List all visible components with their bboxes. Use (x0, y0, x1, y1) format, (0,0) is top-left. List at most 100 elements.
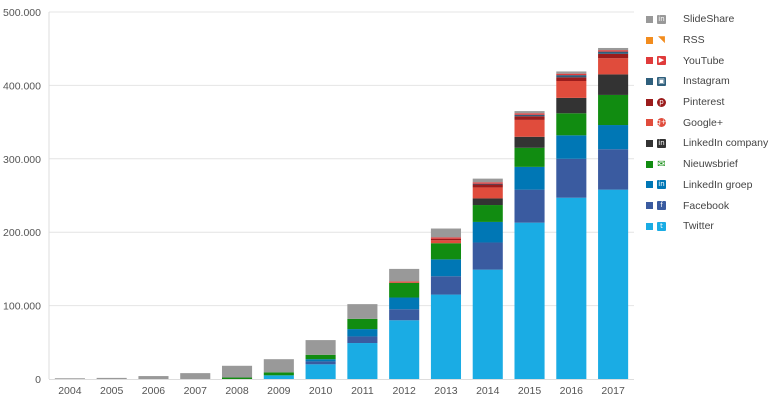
bar-segment-nieuwsbrief (263, 372, 294, 376)
bar-segment-instagram (514, 114, 545, 117)
y-tick-label: 100.000 (3, 301, 41, 313)
y-tick-label: 500.000 (3, 7, 41, 19)
legend-item: p Pinterest (646, 92, 770, 113)
bar-segment-instagram (472, 183, 503, 185)
x-tick-label: 2005 (100, 385, 124, 397)
gridlines (48, 11, 634, 380)
bar-segment-linkedin-company (598, 74, 629, 95)
bar-segment-linkedin-company (556, 97, 587, 114)
y-tick-label: 0 (35, 374, 41, 386)
bar-stack-2017 (598, 47, 629, 379)
legend-swatch (646, 181, 653, 189)
bar-segment-linkedin-groep (472, 221, 503, 243)
bar-segment-twitter (263, 375, 294, 379)
bar-segment-slideshare (96, 377, 127, 379)
legend-label: Instagram (683, 75, 730, 88)
bar-segment-linkedin-groep (347, 329, 378, 337)
bar-stack-2016 (556, 71, 587, 379)
bar-stack-2014 (472, 178, 503, 379)
bar-segment-slideshare (263, 359, 294, 373)
bar-segment-nieuwsbrief (305, 354, 336, 360)
bar-segment-nieuwsbrief (389, 282, 420, 298)
twitter-icon: t (657, 221, 666, 231)
bar-segment-facebook (514, 189, 545, 223)
y-tick-label: 200.000 (3, 227, 41, 239)
bar-segment-twitter (556, 197, 587, 379)
legend-label: Google+ (683, 116, 723, 129)
legend-label: SlideShare (683, 13, 735, 26)
bar-segment-nieuwsbrief (430, 243, 462, 260)
bar-segment-slideshare (472, 178, 503, 183)
bar-segment-facebook (556, 158, 587, 198)
x-tick-label: 2016 (560, 385, 584, 397)
legend-label: RSS (683, 34, 705, 47)
google-plus-icon: g+ (656, 118, 667, 128)
bar-segment-instagram (598, 51, 629, 54)
bar-segment-pinterest (598, 53, 629, 59)
youtube-icon: ▶ (657, 56, 666, 66)
legend-swatch (646, 139, 653, 147)
bar-segment-slideshare (556, 71, 587, 74)
bar-stack-2010 (305, 340, 336, 379)
bar-segment-pinterest (514, 116, 545, 120)
legend-item: in LinkedIn groep (646, 175, 770, 196)
legend-swatch (646, 202, 653, 210)
bar-segment-google- (472, 187, 503, 199)
bar-segment-facebook (430, 276, 462, 295)
bar-stack-2006 (138, 376, 169, 379)
legend-item: f Facebook (646, 195, 770, 216)
legend-item: in SlideShare (646, 9, 770, 30)
bar-stack-2013 (430, 228, 462, 379)
linkedin-icon: in (657, 138, 666, 148)
bar-segment-instagram (556, 75, 587, 78)
legend-swatch (646, 57, 653, 65)
bar-segment-google- (598, 58, 629, 75)
stacked-bar-chart: 0 100.000 200.000 300.000 400.000 500.000 200… (3, 7, 634, 397)
x-tick-label: 2007 (184, 385, 208, 397)
bar-stack-2005 (96, 377, 127, 379)
y-tick-label: 300.000 (3, 154, 41, 166)
bar-segment-nieuwsbrief (556, 113, 587, 136)
x-tick-label: 2017 (601, 385, 625, 397)
legend-label: Facebook (683, 199, 730, 212)
bar-segment-twitter (305, 364, 336, 379)
bar-segment-youtube (472, 182, 503, 184)
bar-segment-slideshare (598, 47, 629, 51)
envelope-icon: ✉ (657, 158, 666, 170)
legend-item: ✉ Nieuwsbrief (646, 154, 770, 175)
bar-stack-2012 (389, 268, 420, 379)
linkedin-icon: in (657, 14, 666, 24)
bar-stack-2008 (221, 365, 253, 379)
bar-segment-slideshare (305, 340, 336, 355)
legend-item: ◥ RSS (646, 30, 770, 51)
legend-swatch (646, 77, 653, 85)
bar-segment-nieuwsbrief (598, 94, 629, 126)
legend-swatch (646, 119, 653, 127)
bar-segment-slideshare (221, 365, 253, 378)
legend-label: Nieuwsbrief (683, 158, 738, 171)
bar-stacks (54, 47, 629, 379)
x-tick-label: 2011 (351, 385, 374, 397)
legend-label: LinkedIn company (683, 137, 769, 150)
x-tick-label: 2006 (142, 385, 166, 397)
bar-segment-youtube (598, 50, 629, 52)
x-tick-label: 2004 (58, 385, 82, 397)
bar-stack-2015 (514, 111, 545, 379)
bar-segment-linkedin-groep (556, 135, 587, 159)
instagram-icon: ▣ (657, 76, 666, 86)
bar-segment-twitter (514, 222, 545, 379)
bar-segment-facebook (598, 149, 629, 190)
legend-item: t Twitter (646, 216, 770, 237)
bar-segment-twitter (430, 294, 462, 379)
bar-segment-slideshare (54, 378, 85, 379)
x-tick-label: 2009 (267, 385, 291, 397)
bar-segment-youtube (556, 73, 587, 76)
legend-item: ▶ YouTube (646, 50, 770, 71)
bar-segment-pinterest (472, 184, 503, 188)
bar-segment-linkedin-groep (305, 359, 336, 362)
bar-segment-facebook (472, 242, 503, 270)
rss-icon: ◥ (658, 34, 665, 45)
x-axis-ticks: 2004 2005 2006 2007 2008 2009 2010 2011 2012 2013… (58, 385, 625, 397)
legend-swatch (646, 36, 653, 44)
legend-swatch (646, 15, 653, 23)
